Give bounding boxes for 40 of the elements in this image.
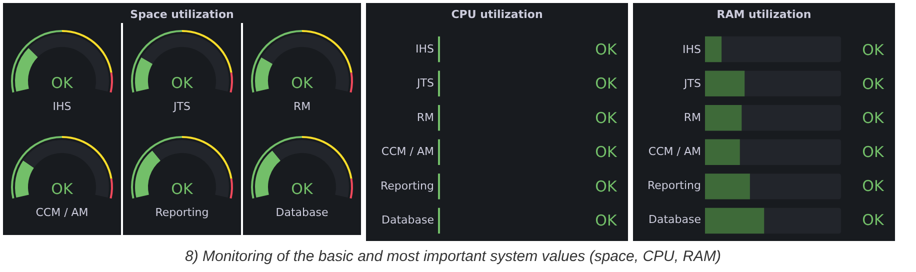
text: OK bbox=[595, 143, 618, 162]
y-tick-label: Reporting bbox=[648, 179, 701, 192]
text: OK bbox=[595, 177, 618, 196]
text: OK bbox=[595, 108, 618, 127]
text: Database bbox=[276, 206, 328, 219]
y-tick-label: CCM / AM bbox=[648, 145, 701, 158]
text: IHS bbox=[416, 42, 434, 56]
text: Reporting bbox=[155, 206, 209, 219]
y-tick-label: Database bbox=[648, 213, 702, 226]
text: Database bbox=[382, 214, 434, 227]
text: 8) Monitoring of the basic and most important system values (space, CPU, RAM) bbox=[184, 248, 722, 265]
text: JTS bbox=[172, 100, 190, 113]
text: Reporting bbox=[380, 179, 434, 192]
y-tick-label: JTS bbox=[683, 77, 702, 90]
text: Space utilization bbox=[130, 8, 234, 21]
text: OK bbox=[862, 143, 885, 161]
text: CPU utilization bbox=[451, 8, 543, 21]
text: IHS bbox=[52, 100, 72, 113]
text: OK bbox=[171, 180, 194, 198]
text: OK bbox=[862, 177, 885, 195]
text: JTS bbox=[416, 76, 434, 90]
text: OK bbox=[595, 40, 618, 58]
text: OK bbox=[171, 74, 194, 92]
text: OK bbox=[862, 75, 885, 93]
text: OK bbox=[595, 212, 618, 230]
text: OK bbox=[291, 180, 314, 198]
text: OK bbox=[862, 211, 885, 229]
text: OK bbox=[595, 74, 618, 93]
text: OK bbox=[291, 74, 314, 92]
text: OK bbox=[51, 74, 74, 92]
text: RM bbox=[416, 110, 434, 124]
y-tick-label: IHS bbox=[682, 43, 702, 56]
text: OK bbox=[862, 109, 885, 127]
chart-title: RAM utilization bbox=[716, 8, 812, 21]
text: CCM / AM bbox=[36, 206, 88, 219]
text: CCM / AM bbox=[381, 145, 434, 158]
text: OK bbox=[862, 41, 885, 59]
text: OK bbox=[51, 180, 74, 198]
text: RM bbox=[293, 100, 311, 113]
y-tick-label: RM bbox=[684, 111, 701, 124]
